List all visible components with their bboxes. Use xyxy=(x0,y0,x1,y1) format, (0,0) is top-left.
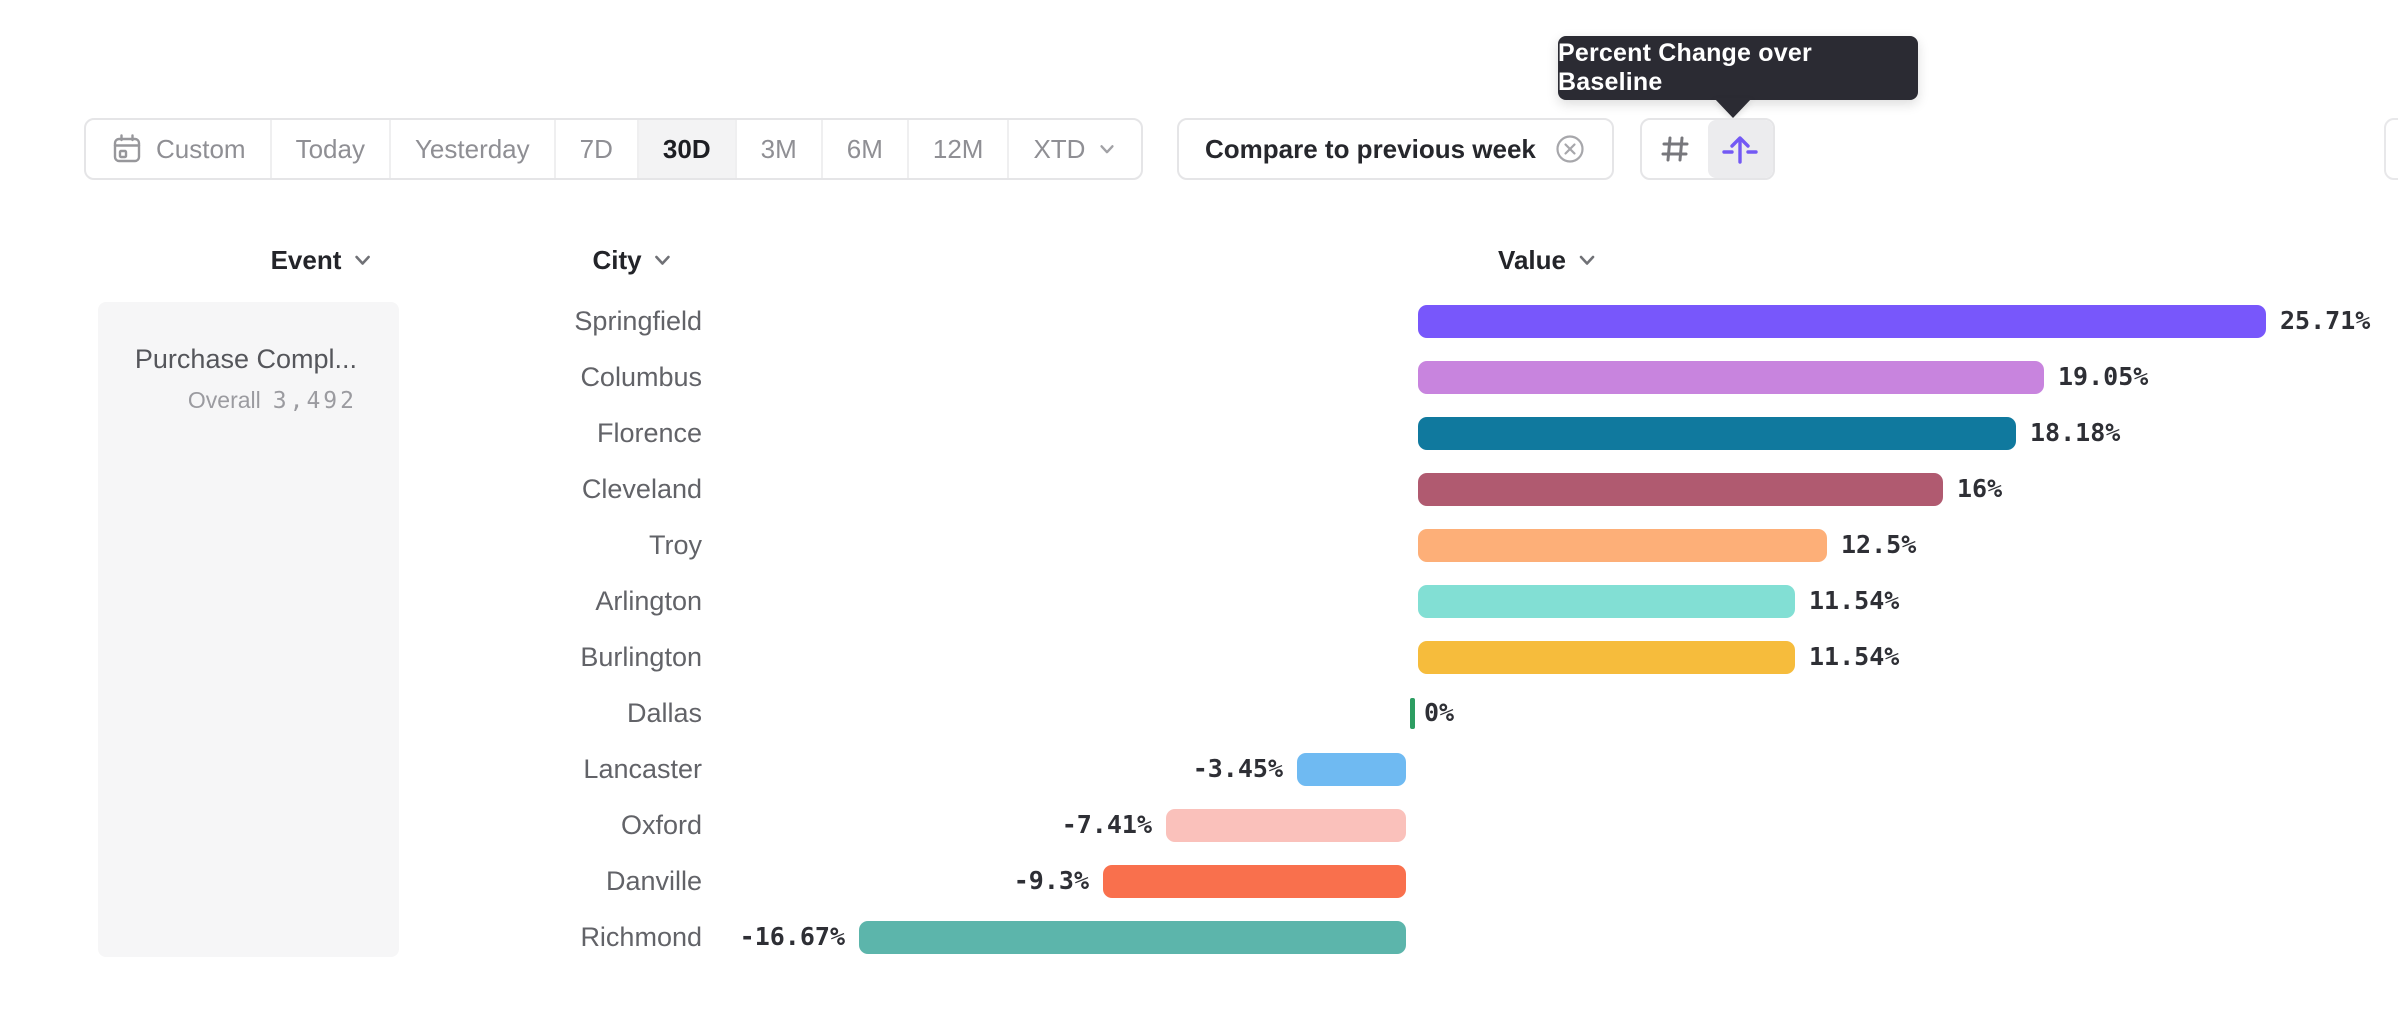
date-range-xtd[interactable]: XTD xyxy=(1009,120,1141,178)
value-display-toggle xyxy=(1640,118,1775,180)
date-range-label: XTD xyxy=(1033,133,1086,164)
tooltip-percent-change: Percent Change over Baseline xyxy=(1558,36,1918,100)
city-label: Columbus xyxy=(580,362,702,392)
percent-change-over-baseline-icon xyxy=(1721,130,1759,168)
event-name: Purchase Compl... xyxy=(134,344,357,374)
city-label: Cleveland xyxy=(581,474,702,504)
bar-value-label: 11.54% xyxy=(1809,642,1900,671)
date-range-label: 30D xyxy=(662,133,711,164)
city-header-label: City xyxy=(592,244,642,275)
event-metric-value: 3,492 xyxy=(272,388,357,414)
bar-value-label: 11.54% xyxy=(1809,586,1900,615)
date-range-3m[interactable]: 3M xyxy=(737,120,823,178)
bar-dallas[interactable] xyxy=(1410,698,1415,729)
date-range-selector: Custom Today Yesterday 7D 30D 3M 6M 12M XTD xyxy=(84,118,1144,180)
calendar-icon xyxy=(110,132,144,166)
chevron-down-icon xyxy=(351,249,373,271)
event-metric-label: Overall xyxy=(187,387,261,413)
bar-value-label: -7.41% xyxy=(1061,810,1152,839)
date-range-label: Today xyxy=(295,133,365,164)
value-header-label: Value xyxy=(1498,244,1566,275)
chevron-down-icon xyxy=(652,249,674,271)
event-header-label: Event xyxy=(270,244,342,275)
city-label: Springfield xyxy=(574,306,702,336)
date-range-today[interactable]: Today xyxy=(272,120,391,178)
date-range-custom[interactable]: Custom xyxy=(86,120,272,178)
city-label: Arlington xyxy=(595,586,702,616)
date-range-label: Yesterday xyxy=(414,133,530,164)
bar-value-label: 25.71% xyxy=(2280,306,2371,335)
city-label: Danville xyxy=(605,866,702,896)
bar-danville[interactable] xyxy=(1103,865,1406,898)
city-label: Oxford xyxy=(620,810,702,840)
bar-troy[interactable] xyxy=(1418,529,1827,562)
bar-lancaster[interactable] xyxy=(1297,753,1406,786)
column-header-city[interactable]: City xyxy=(592,243,673,277)
date-range-label: 3M xyxy=(760,133,797,164)
bar-value-label: 12.5% xyxy=(1841,530,1917,559)
city-label: Dallas xyxy=(626,698,702,728)
tooltip-text: Percent Change over Baseline xyxy=(1558,39,1812,96)
compare-button[interactable]: Compare to previous week xyxy=(1177,118,1614,180)
bar-burlington[interactable] xyxy=(1418,641,1795,674)
bar-richmond[interactable] xyxy=(859,921,1406,954)
date-range-6m[interactable]: 6M xyxy=(823,120,909,178)
bar-cleveland[interactable] xyxy=(1418,473,1943,506)
absolute-values-button[interactable] xyxy=(1642,120,1708,178)
tooltip-caret xyxy=(1714,98,1752,118)
bar-value-label: 19.05% xyxy=(2058,362,2149,391)
bar-value-label: -3.45% xyxy=(1192,754,1283,783)
column-header-value[interactable]: Value xyxy=(1498,243,1598,277)
event-card[interactable]: Purchase Compl... Overall 3,492 xyxy=(98,302,399,957)
chevron-down-icon xyxy=(1097,139,1117,159)
bar-value-label: 18.18% xyxy=(2030,418,2121,447)
overflow-toolbar-button[interactable] xyxy=(2384,118,2398,180)
city-label: Troy xyxy=(649,530,702,560)
date-range-yesterday[interactable]: Yesterday xyxy=(391,120,556,178)
date-range-label: Custom xyxy=(156,133,246,164)
date-range-30d[interactable]: 30D xyxy=(638,120,737,178)
city-label: Burlington xyxy=(580,642,702,672)
remove-compare-icon[interactable] xyxy=(1554,133,1586,165)
hash-icon xyxy=(1657,131,1693,167)
bar-springfield[interactable] xyxy=(1418,305,2266,338)
bar-oxford[interactable] xyxy=(1166,809,1406,842)
bar-arlington[interactable] xyxy=(1418,585,1795,618)
bar-value-label: -9.3% xyxy=(1013,866,1089,895)
bar-value-label: -16.67% xyxy=(739,922,845,951)
date-range-label: 7D xyxy=(579,133,613,164)
compare-label: Compare to previous week xyxy=(1205,133,1536,164)
city-label: Florence xyxy=(596,418,702,448)
bar-value-label: 16% xyxy=(1957,474,2003,503)
date-range-label: 12M xyxy=(932,133,984,164)
column-header-event[interactable]: Event xyxy=(271,243,374,277)
event-metric: Overall 3,492 xyxy=(118,386,357,415)
bar-florence[interactable] xyxy=(1418,417,2016,450)
date-range-label: 6M xyxy=(846,133,883,164)
date-range-12m[interactable]: 12M xyxy=(909,120,1010,178)
city-label: Richmond xyxy=(580,922,702,952)
city-label: Lancaster xyxy=(583,754,702,784)
percent-change-button[interactable] xyxy=(1707,120,1773,178)
bar-columbus[interactable] xyxy=(1418,361,2044,394)
bar-value-label: 0% xyxy=(1424,698,1455,727)
date-range-7d[interactable]: 7D xyxy=(556,120,639,178)
chevron-down-icon xyxy=(1576,249,1598,271)
